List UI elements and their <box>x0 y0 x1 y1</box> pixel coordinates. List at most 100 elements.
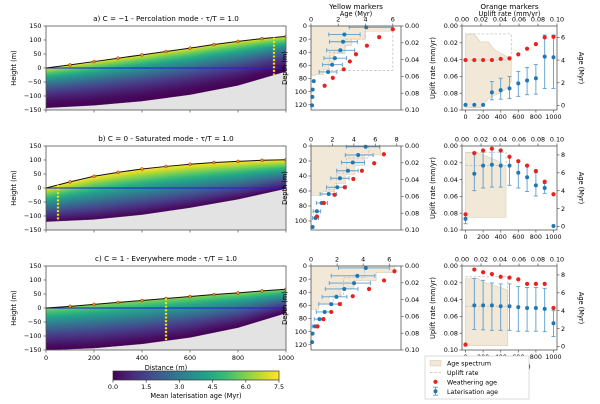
xtick-label: 0 <box>44 354 48 362</box>
orange-top-tick-label: 0.02 <box>474 136 488 144</box>
cross-section-body-b <box>46 146 286 230</box>
ytick-label: −150 <box>24 226 42 234</box>
legend-swatch-age-spectrum <box>429 360 442 367</box>
laterisation-age-point <box>516 305 521 310</box>
laterisation-age-point <box>472 102 477 107</box>
yellow-xtick-label: 0 <box>309 256 313 264</box>
orange-left-tick-label: 0.04 <box>444 56 458 64</box>
surface-marker <box>140 53 144 57</box>
ytick-label: −150 <box>24 106 42 114</box>
orange-left-tick-label: 0.00 <box>444 22 458 30</box>
orange-left-tick-label: 0.02 <box>444 279 458 287</box>
weathering-age-point <box>524 163 530 168</box>
age-band <box>46 311 286 350</box>
xtick-label: 1000 <box>278 354 294 362</box>
laterisation-age-point <box>489 303 494 308</box>
yellow-ytick-label: 100 <box>295 328 307 336</box>
orange-left-tick-label: 0.04 <box>444 176 458 184</box>
laterisation-age-point <box>551 223 556 228</box>
laterisation-age-point <box>342 286 347 291</box>
orange-right-tick-label: 4 <box>561 56 565 64</box>
age-spectrum-region <box>310 265 395 310</box>
weathering-age-point <box>507 154 512 159</box>
weathering-age-point <box>524 281 530 286</box>
orange-right-tick-label: 4 <box>561 307 565 315</box>
weathering-age-point <box>542 35 547 40</box>
yellow-ytick-label: 100 <box>295 88 307 96</box>
orange-top-tick-label: 0.10 <box>550 136 564 144</box>
laterisation-age-point <box>489 90 494 95</box>
weathering-age-point <box>342 185 347 190</box>
surface-marker <box>68 180 72 184</box>
weathering-age-point <box>463 57 468 63</box>
laterisation-age-point <box>356 153 361 157</box>
laterisation-age-point <box>551 55 556 60</box>
cross-ylabel-a: Height (m) <box>10 50 18 85</box>
orange-top-tick-label: 0.02 <box>474 16 488 24</box>
laterisation-age-point <box>516 170 521 175</box>
yellow-right-tick-label: 0.08 <box>405 209 419 217</box>
laterisation-age-point <box>525 306 530 310</box>
ytick-label: 100 <box>29 36 41 44</box>
yellow-xtick-label: 4 <box>361 256 365 264</box>
laterisation-age-point <box>463 216 468 221</box>
surface-marker <box>188 162 192 166</box>
laterisation-age-point <box>332 56 337 61</box>
orange-right-tick-label: 2 <box>561 79 565 87</box>
surface-marker <box>236 291 240 295</box>
weathering-age-point <box>347 59 352 64</box>
laterisation-age-point <box>489 162 494 167</box>
yellow-ytick-label: 20 <box>299 157 307 165</box>
weathering-age-point <box>321 317 326 322</box>
yellow-right-tick-label: 0.00 <box>405 142 419 150</box>
orange-top-tick-label: 0.06 <box>512 136 526 144</box>
yellow-ytick-label: 80 <box>299 202 307 210</box>
yellow-xtick-label: 0 <box>309 136 313 144</box>
weathering-age-point <box>314 214 319 219</box>
weathering-age-point <box>472 57 477 63</box>
weathering-age-point <box>516 52 521 57</box>
surface-marker <box>260 158 264 162</box>
orange-ylabel-left: Uplift rate (mm/yr) <box>429 37 437 99</box>
cross-section-body-c <box>46 266 286 350</box>
surface-marker <box>188 294 192 299</box>
orange-bottom-tick-label: 1000 <box>545 113 561 121</box>
laterisation-age-point <box>507 86 512 91</box>
laterisation-age-point <box>330 62 335 67</box>
yellow-right-tick-label: 0.10 <box>405 226 419 234</box>
yellow-right-tick-label: 0.02 <box>405 39 419 47</box>
laterisation-age-point <box>314 209 319 214</box>
yellow-ylabel: Depth (m) <box>281 171 289 205</box>
laterisation-age-point <box>317 317 322 322</box>
ytick-label: 0 <box>37 184 41 192</box>
surface-marker <box>164 164 168 169</box>
yellow-xtick-label: 4 <box>352 136 356 144</box>
yellow-xtick-label: 2 <box>330 136 334 144</box>
weathering-age-point <box>551 305 556 311</box>
yellow-right-tick-label: 0.10 <box>405 346 419 354</box>
colorbar-tick-label: 4.5 <box>208 383 218 391</box>
orange-bottom-tick-label: 0 <box>463 233 467 241</box>
legend-swatch-weathering-age <box>433 379 438 384</box>
surface-marker <box>260 289 264 293</box>
ytick-label: 0 <box>37 64 41 72</box>
yellow-right-tick-label: 0.00 <box>405 262 419 270</box>
surface-marker <box>116 56 120 60</box>
laterisation-age-point <box>507 304 512 309</box>
ytick-label: 150 <box>29 142 41 150</box>
weathering-age-point <box>366 286 372 292</box>
laterisation-age-point <box>310 87 315 92</box>
laterisation-age-point <box>542 306 547 311</box>
yellow-ytick-label: 60 <box>299 302 307 310</box>
surface-marker <box>140 298 144 303</box>
surface-marker <box>212 42 216 47</box>
laterisation-age-point <box>472 171 477 176</box>
laterisation-age-point <box>326 69 331 74</box>
yellow-right-tick-label: 0.02 <box>405 159 419 167</box>
legend-label: Laterisation age <box>447 389 498 396</box>
age-band <box>46 187 286 222</box>
weathering-age-point <box>481 57 486 63</box>
surface-marker <box>164 49 168 54</box>
yellow-right-tick-label: 0.08 <box>405 89 419 97</box>
legend-swatch-laterisation-age <box>433 389 438 394</box>
